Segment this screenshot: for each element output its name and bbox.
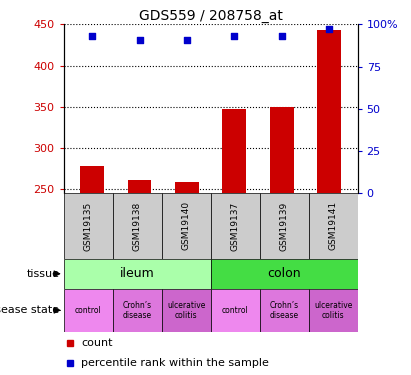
Bar bbox=[113, 289, 162, 332]
Text: ileum: ileum bbox=[120, 267, 155, 280]
Bar bbox=[128, 180, 151, 193]
Bar bbox=[309, 193, 358, 259]
Point bbox=[136, 37, 143, 43]
Bar bbox=[113, 193, 162, 259]
Text: disease state: disease state bbox=[0, 305, 60, 315]
Title: GDS559 / 208758_at: GDS559 / 208758_at bbox=[139, 9, 283, 23]
Text: percentile rank within the sample: percentile rank within the sample bbox=[81, 358, 269, 368]
Bar bbox=[162, 289, 211, 332]
Text: count: count bbox=[81, 338, 113, 348]
Point bbox=[184, 37, 190, 43]
Bar bbox=[317, 30, 341, 193]
Bar bbox=[309, 289, 358, 332]
Point bbox=[326, 26, 332, 33]
Text: GSM19141: GSM19141 bbox=[328, 201, 337, 250]
Bar bbox=[260, 289, 309, 332]
Bar bbox=[80, 166, 104, 193]
Text: ulcerative
colitis: ulcerative colitis bbox=[167, 301, 206, 320]
Bar bbox=[64, 289, 113, 332]
Bar bbox=[222, 109, 246, 193]
Text: ulcerative
colitis: ulcerative colitis bbox=[314, 301, 352, 320]
Bar bbox=[64, 259, 210, 289]
Bar bbox=[260, 193, 309, 259]
Bar bbox=[210, 289, 260, 332]
Text: colon: colon bbox=[267, 267, 301, 280]
Bar bbox=[210, 259, 358, 289]
Text: Crohn’s
disease: Crohn’s disease bbox=[270, 301, 299, 320]
Bar bbox=[162, 193, 211, 259]
Point bbox=[231, 33, 238, 39]
Text: GSM19137: GSM19137 bbox=[231, 201, 240, 250]
Text: control: control bbox=[222, 306, 249, 315]
Point bbox=[89, 33, 95, 39]
Bar bbox=[270, 107, 293, 193]
Point bbox=[278, 33, 285, 39]
Text: GSM19139: GSM19139 bbox=[279, 201, 289, 250]
Text: GSM19135: GSM19135 bbox=[84, 201, 93, 250]
Bar bbox=[175, 182, 199, 193]
Bar bbox=[210, 193, 260, 259]
Text: GSM19140: GSM19140 bbox=[182, 201, 191, 250]
Text: Crohn’s
disease: Crohn’s disease bbox=[122, 301, 152, 320]
Text: control: control bbox=[75, 306, 102, 315]
Bar bbox=[64, 193, 113, 259]
Text: GSM19138: GSM19138 bbox=[133, 201, 142, 250]
Text: tissue: tissue bbox=[27, 269, 60, 279]
